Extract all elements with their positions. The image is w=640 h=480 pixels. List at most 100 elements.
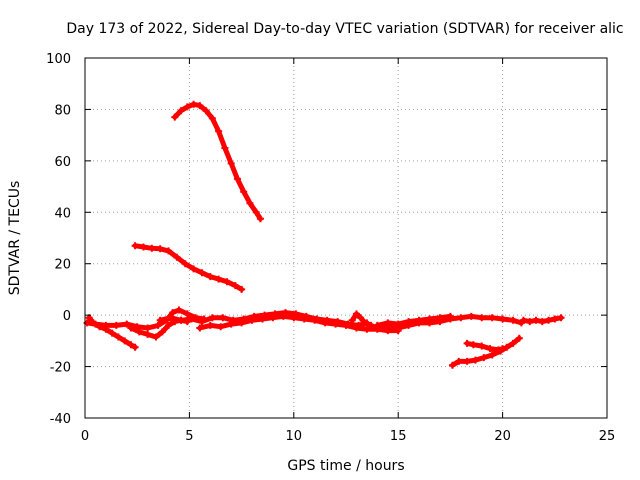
data-point (177, 316, 185, 324)
data-point (208, 314, 216, 322)
data-point (123, 320, 131, 328)
data-point (121, 337, 129, 345)
data-point (469, 341, 477, 349)
data-point (219, 314, 227, 322)
data-point (183, 310, 191, 318)
data-point (248, 316, 256, 324)
data-point (227, 320, 235, 328)
series-arc-high (171, 100, 264, 223)
data-point (238, 319, 246, 327)
data-point (131, 242, 139, 250)
series-arc-main-1 (156, 309, 371, 329)
data-point (363, 325, 371, 333)
data-point (499, 345, 507, 353)
data-point (269, 314, 277, 322)
x-tick-label: 15 (390, 429, 407, 444)
data-point (190, 100, 198, 108)
data-point (486, 345, 494, 353)
data-point (208, 114, 216, 122)
data-point (384, 319, 392, 327)
x-tick-label: 0 (81, 429, 89, 444)
data-point (478, 314, 486, 322)
data-point (154, 321, 162, 329)
data-point (202, 107, 210, 115)
data-point (144, 324, 152, 332)
series-trace (132, 243, 245, 292)
data-point (457, 314, 465, 322)
data-point (426, 315, 434, 323)
data-point (321, 319, 329, 327)
data-point (538, 318, 546, 326)
data-point (156, 245, 164, 253)
data-point (221, 144, 229, 152)
data-point (545, 316, 553, 324)
data-point (436, 314, 444, 322)
data-point (394, 320, 402, 328)
data-point (494, 346, 502, 354)
data-point (177, 107, 185, 115)
data-point (478, 342, 486, 350)
data-point (223, 278, 231, 286)
data-point (165, 321, 173, 329)
x-tick-label: 5 (185, 429, 193, 444)
data-point (206, 273, 214, 281)
data-point (215, 127, 223, 135)
data-point (227, 159, 235, 167)
data-point (183, 103, 191, 111)
data-point (169, 309, 177, 317)
data-point (187, 315, 195, 323)
data-point (196, 102, 204, 110)
axes: 0 5 10 15 20 25 -40 -20 0 20 40 60 80 100 (46, 52, 615, 444)
data-point (198, 269, 206, 277)
data-point (499, 315, 507, 323)
y-tick-label: 60 (54, 155, 71, 170)
data-points (83, 100, 565, 369)
series-arc-main-3 (348, 310, 525, 332)
data-point (127, 341, 135, 349)
y-axis-label: SDTVAR / TECUs (7, 181, 23, 296)
data-point (152, 333, 160, 341)
data-point (158, 328, 166, 336)
data-point (446, 312, 454, 320)
data-point (519, 316, 527, 324)
data-point (488, 351, 496, 359)
data-point (131, 343, 139, 351)
data-point (557, 314, 565, 322)
data-point (240, 188, 248, 196)
data-point (112, 321, 120, 329)
y-tick-label: 100 (46, 52, 71, 67)
data-point (238, 285, 246, 293)
data-point (91, 320, 99, 328)
series-arc-main-4 (373, 312, 454, 329)
data-point (217, 323, 225, 331)
data-point (463, 357, 471, 365)
data-point (357, 314, 365, 322)
data-point (415, 316, 423, 324)
series-arc-late-hump (463, 339, 507, 354)
y-tick-label: 40 (54, 206, 71, 221)
data-point (448, 361, 456, 369)
series-arc-early-low (85, 314, 139, 351)
data-point (102, 321, 110, 329)
data-point (373, 321, 381, 329)
series-trace (450, 335, 522, 368)
data-point (114, 333, 122, 341)
data-point (290, 314, 298, 322)
data-point (471, 356, 479, 364)
data-point (361, 319, 369, 327)
plot-frame (84, 57, 608, 419)
data-point (352, 310, 360, 318)
data-point (463, 339, 471, 347)
data-point (367, 321, 375, 329)
series-arc-mid (131, 242, 246, 293)
data-point (256, 215, 264, 223)
data-point (135, 328, 143, 336)
data-point (405, 318, 413, 326)
data-point (173, 253, 181, 261)
data-point (144, 330, 152, 338)
data-point (455, 357, 463, 365)
y-tick-label: -20 (50, 361, 71, 376)
data-point (175, 306, 183, 314)
data-point (215, 275, 223, 283)
